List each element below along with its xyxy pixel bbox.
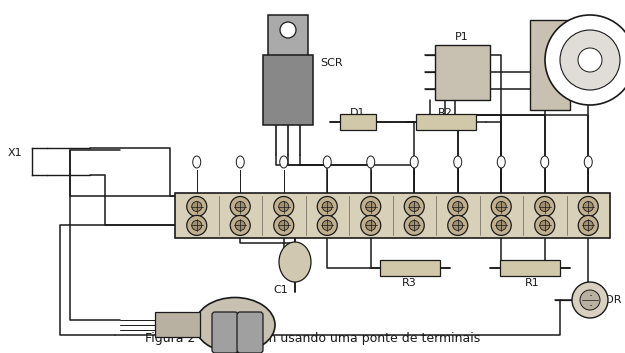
Text: D1: D1 (350, 108, 366, 118)
Circle shape (404, 215, 424, 235)
Circle shape (274, 197, 294, 216)
Circle shape (448, 197, 468, 216)
Circle shape (274, 215, 294, 235)
Circle shape (279, 220, 289, 231)
Circle shape (409, 220, 419, 231)
Ellipse shape (236, 156, 244, 168)
Bar (340, 114, 376, 130)
Ellipse shape (498, 156, 505, 168)
Circle shape (560, 30, 620, 90)
Circle shape (322, 220, 332, 231)
Circle shape (230, 215, 250, 235)
Ellipse shape (192, 156, 201, 168)
Ellipse shape (541, 156, 549, 168)
Circle shape (572, 282, 608, 318)
Circle shape (187, 197, 207, 216)
Text: SCR: SCR (320, 58, 342, 68)
Circle shape (540, 220, 550, 231)
Circle shape (452, 220, 462, 231)
Circle shape (230, 197, 250, 216)
Bar (155, 312, 200, 337)
Circle shape (318, 197, 338, 216)
Ellipse shape (367, 156, 375, 168)
Circle shape (578, 197, 598, 216)
Circle shape (540, 202, 550, 211)
Circle shape (491, 197, 511, 216)
Text: R2: R2 (438, 108, 453, 118)
Circle shape (235, 202, 245, 211)
Circle shape (448, 215, 468, 235)
Circle shape (366, 202, 376, 211)
Circle shape (496, 202, 506, 211)
FancyBboxPatch shape (237, 312, 263, 353)
Circle shape (235, 220, 245, 231)
FancyBboxPatch shape (212, 312, 238, 353)
Bar (435, 45, 490, 100)
Circle shape (578, 215, 598, 235)
Text: X1: X1 (8, 148, 22, 158)
Circle shape (361, 197, 381, 216)
Circle shape (409, 202, 419, 211)
Ellipse shape (279, 242, 311, 282)
Circle shape (318, 215, 338, 235)
Text: R1: R1 (525, 278, 540, 288)
Ellipse shape (584, 156, 592, 168)
Text: LDR: LDR (600, 295, 622, 305)
Text: C1: C1 (273, 285, 288, 295)
Circle shape (583, 202, 593, 211)
Bar (263, 55, 313, 125)
Bar (500, 260, 560, 276)
Circle shape (366, 220, 376, 231)
Circle shape (279, 202, 289, 211)
Bar (268, 15, 308, 60)
Circle shape (545, 15, 625, 105)
Circle shape (361, 215, 381, 235)
Circle shape (452, 202, 462, 211)
Ellipse shape (454, 156, 462, 168)
Bar (530, 20, 570, 110)
Circle shape (322, 202, 332, 211)
Circle shape (192, 202, 202, 211)
Text: P1: P1 (455, 32, 469, 42)
Ellipse shape (410, 156, 418, 168)
Bar (380, 260, 440, 276)
Circle shape (404, 197, 424, 216)
Text: R3: R3 (402, 278, 417, 288)
Ellipse shape (195, 298, 275, 353)
Bar (416, 114, 476, 130)
Bar (175, 193, 610, 238)
Circle shape (187, 215, 207, 235)
Circle shape (580, 290, 600, 310)
Ellipse shape (280, 156, 288, 168)
Circle shape (491, 215, 511, 235)
Ellipse shape (323, 156, 331, 168)
Circle shape (535, 197, 555, 216)
Circle shape (280, 22, 296, 38)
Circle shape (496, 220, 506, 231)
Text: Figura 2 – Montagem usando uma ponte de terminais: Figura 2 – Montagem usando uma ponte de … (145, 332, 480, 345)
Circle shape (535, 215, 555, 235)
Circle shape (192, 220, 202, 231)
Circle shape (583, 220, 593, 231)
Circle shape (578, 48, 602, 72)
